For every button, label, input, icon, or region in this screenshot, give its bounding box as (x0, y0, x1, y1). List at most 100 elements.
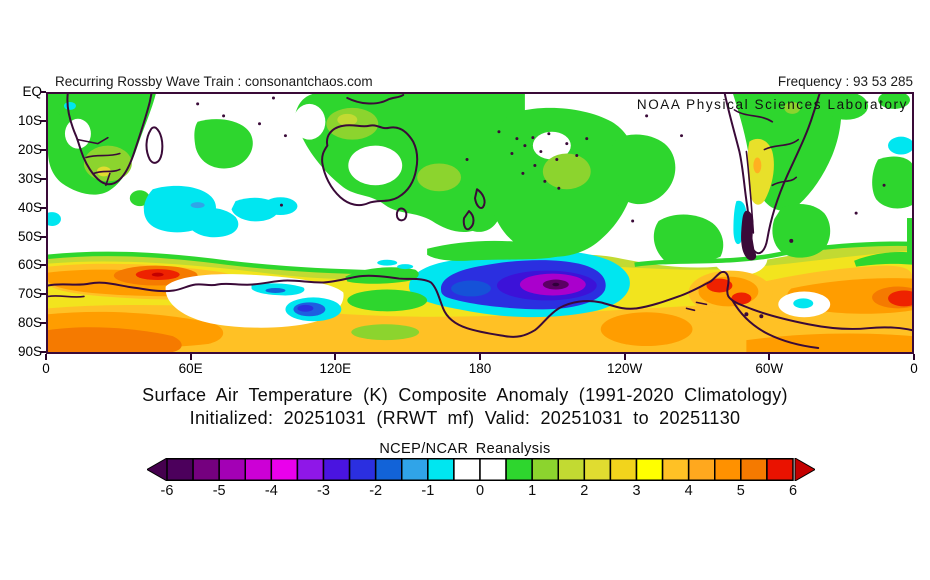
lat-tick-40S (40, 206, 46, 209)
colorbar-left-arrow (147, 458, 168, 481)
lon-tick-3 (478, 354, 481, 360)
colorbar-cell-23 (766, 458, 794, 481)
colorbar-cell-9 (401, 458, 429, 481)
colorbar-cell-21 (714, 458, 742, 481)
lat-label-50S: 50S (17, 228, 42, 244)
colorbar-cell-4 (270, 458, 299, 481)
colorbar-cell-3 (244, 458, 273, 481)
cold-spot-65W (793, 298, 814, 309)
lon-tick-2 (334, 354, 337, 360)
colorbar-tick-0: 0 (475, 483, 485, 499)
colorbar-cell-8 (374, 458, 403, 481)
colorbar-cell-7 (348, 458, 377, 481)
lon-label-60W-5: 60W (755, 361, 784, 376)
lat-label-70S: 70S (17, 286, 42, 302)
lat-label-EQ: EQ (22, 84, 42, 99)
colorbar-tick-4: 4 (684, 483, 693, 499)
colorbar-tick-5: 5 (736, 483, 745, 499)
island-dots (196, 96, 886, 319)
colorbar-cell-22 (740, 458, 768, 481)
colorbar-cell-1 (192, 458, 220, 481)
frequency-text: Frequency : 93 53 285 (777, 74, 913, 89)
colorbar-cell-6 (322, 458, 351, 481)
anomaly-map-canvas (48, 94, 912, 352)
mild-warm-anomalies (48, 94, 912, 341)
cold-anomalies (251, 250, 814, 322)
lat-tick-20S (40, 148, 46, 151)
coastline-new-zealand (474, 188, 486, 209)
colorbar-cell-11 (453, 458, 481, 481)
data-source-label: NCEP/NCAR Reanalysis (379, 441, 551, 457)
lat-tick-90S (40, 351, 46, 354)
lat-label-60S: 60S (17, 257, 42, 273)
colorbar-cells (166, 458, 794, 481)
lat-label-40S: 40S (17, 199, 42, 215)
map-plot-area: NOAA Physical Sciences Laboratory (46, 92, 914, 354)
colorbar-tick-2: 2 (580, 483, 589, 499)
colorbar-tick--3: -3 (317, 483, 330, 499)
colorbar-tick--2: -2 (369, 483, 383, 499)
lon-label-120E-2: 120E (319, 361, 352, 376)
lon-label-0-6: 0 (910, 361, 918, 376)
colorbar-cell-13 (505, 458, 533, 481)
colorbar-tick--6: -6 (160, 483, 174, 499)
lat-tick-EQ (40, 91, 46, 93)
colorbar-cell-5 (296, 458, 325, 481)
lat-tick-30S (40, 177, 46, 180)
colorbar-tick-labels: -6 -5 -4 -3 -2 -1 0 1 2 3 4 5 6 (161, 483, 797, 499)
lon-label-0-0: 0 (42, 361, 50, 376)
warm-core-peninsula (688, 270, 773, 315)
colorbar-tick-6: 6 (788, 483, 798, 499)
lat-label-10S: 10S (17, 112, 42, 128)
colorbar-tick-1: 1 (528, 483, 537, 499)
coastline-antarctica (48, 270, 912, 338)
colorbar-cell-19 (661, 458, 690, 481)
lon-label-180-3: 180 (468, 361, 492, 376)
green-southern-africa (48, 94, 156, 195)
patagonia-dark-patch (741, 210, 757, 261)
colorbar-right-arrow (794, 458, 815, 481)
coastline-australia (321, 124, 419, 207)
colorbar-cell-15 (557, 458, 586, 481)
colorbar (147, 458, 815, 481)
colorbar-tick-3: 3 (632, 483, 641, 499)
colorbar-cell-12 (479, 458, 507, 481)
warm-core-greenwich (888, 290, 912, 307)
plot-subtitle: Initialized: 20251031 (RRWT mf) Valid: 2… (189, 408, 741, 428)
coastlines (48, 94, 912, 350)
coastline-tasmania (395, 207, 408, 222)
lat-tick-60S (40, 264, 46, 267)
lat-label-90S: 90S (17, 344, 42, 360)
colorbar-tick--5: -5 (212, 483, 226, 499)
colorbar-cell-2 (218, 458, 246, 481)
lat-tick-70S (40, 293, 46, 296)
lat-tick-50S (40, 235, 46, 238)
colorbar-cell-16 (583, 458, 612, 481)
coastline-new-guinea (346, 94, 405, 105)
colorbar-cell-10 (427, 458, 455, 481)
lat-tick-10S (40, 119, 46, 122)
lon-label-120W-4: 120W (606, 361, 643, 376)
lon-tick-1 (189, 354, 192, 360)
coastline-madagascar (145, 126, 164, 164)
agency-label: NOAA Physical Sciences Laboratory (636, 97, 908, 112)
coastline-africa (66, 94, 153, 186)
colorbar-tick--1: -1 (421, 483, 435, 499)
plot-title: Surface Air Temperature (K) Composite An… (142, 385, 788, 405)
lon-tick-0 (45, 354, 47, 360)
watermark-text: Recurring Rossby Wave Train : consonantc… (55, 74, 373, 89)
lon-tick-6 (912, 354, 915, 360)
lon-label-60E-1: 60E (178, 361, 203, 376)
lat-tick-80S (40, 322, 46, 325)
lon-tick-4 (623, 354, 626, 360)
colorbar-cell-20 (687, 458, 716, 481)
lat-label-30S: 30S (17, 170, 42, 186)
colorbar-tick--4: -4 (264, 483, 278, 499)
lon-tick-5 (768, 354, 771, 360)
colorbar-cell-0 (166, 458, 194, 481)
lat-label-20S: 20S (17, 141, 42, 157)
colorbar-cell-17 (609, 458, 638, 481)
colorbar-cell-18 (635, 458, 664, 481)
colorbar-cell-14 (531, 458, 559, 481)
